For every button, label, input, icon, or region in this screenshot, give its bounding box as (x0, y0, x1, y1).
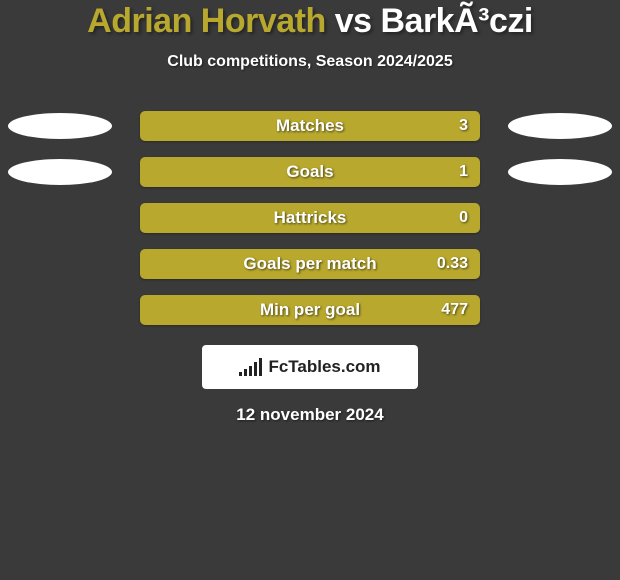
ellipse-icon (8, 159, 112, 185)
stat-value: 0.33 (437, 255, 468, 273)
stat-label: Min per goal (260, 300, 360, 320)
logo-box: FcTables.com (202, 345, 418, 389)
vs-separator: vs (335, 2, 372, 40)
date: 12 november 2024 (0, 405, 620, 425)
stat-bar: Goals 1 (140, 157, 480, 187)
stat-row: Matches 3 (0, 111, 620, 141)
stat-value: 0 (459, 209, 468, 227)
stat-label: Matches (276, 116, 344, 136)
stat-bar: Goals per match 0.33 (140, 249, 480, 279)
stat-value: 477 (441, 301, 468, 319)
stat-bar: Min per goal 477 (140, 295, 480, 325)
subtitle: Club competitions, Season 2024/2025 (0, 53, 620, 71)
player1-name: Adrian Horvath (87, 2, 326, 40)
stat-value: 3 (459, 117, 468, 135)
stat-label: Hattricks (274, 208, 347, 228)
ellipse-icon (508, 159, 612, 185)
logo-chart-icon (239, 358, 262, 376)
logo: FcTables.com (239, 357, 380, 377)
stat-row: Goals per match 0.33 (0, 249, 620, 279)
stat-row: Min per goal 477 (0, 295, 620, 325)
stat-row: Hattricks 0 (0, 203, 620, 233)
stat-label: Goals (286, 162, 333, 182)
player2-name: BarkÃ³czi (380, 2, 532, 40)
stat-bar: Hattricks 0 (140, 203, 480, 233)
stat-value: 1 (459, 163, 468, 181)
stat-row: Goals 1 (0, 157, 620, 187)
ellipse-icon (508, 113, 612, 139)
comparison-widget: Adrian Horvath vs BarkÃ³czi Club competi… (0, 0, 620, 425)
stat-bar: Matches 3 (140, 111, 480, 141)
page-title: Adrian Horvath vs BarkÃ³czi (0, 0, 620, 41)
stat-label: Goals per match (243, 254, 376, 274)
stat-rows: Matches 3 Goals 1 Hattricks 0 Goals per match 0… (0, 111, 620, 325)
logo-text: FcTables.com (268, 357, 380, 377)
ellipse-icon (8, 113, 112, 139)
